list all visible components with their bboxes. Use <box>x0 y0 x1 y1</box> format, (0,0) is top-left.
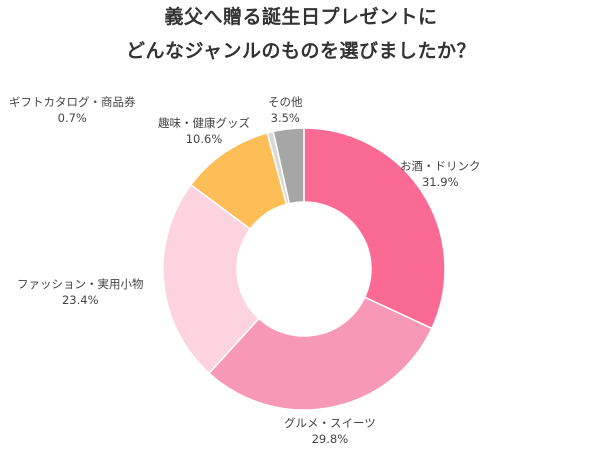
slice-value-drinks: 31.9% <box>421 175 459 189</box>
slice-label-other: その他 3.5% <box>268 94 303 126</box>
slice-fashion <box>162 183 260 375</box>
slice-category-gourmet: グルメ・スイーツ <box>284 416 376 430</box>
slice-gourmet <box>207 296 433 411</box>
slice-category-hobby: 趣味・健康グッズ <box>158 116 250 130</box>
slice-label-giftcatalog: ギフトカタログ・商品券 0.7% <box>9 94 136 126</box>
slice-label-fashion: ファッション・実用小物 23.4% <box>17 276 144 308</box>
slice-value-fashion: 23.4% <box>61 293 99 307</box>
slice-label-gourmet: グルメ・スイーツ 29.8% <box>284 415 376 447</box>
slice-other <box>272 127 305 205</box>
slice-category-fashion: ファッション・実用小物 <box>17 277 144 291</box>
slice-value-hobby: 10.6% <box>185 132 223 146</box>
slice-category-drinks: お酒・ドリンク <box>400 159 481 173</box>
slice-drinks <box>303 127 446 330</box>
chart-title-line1: 義父へ贈る誕生日プレゼントに <box>164 6 438 28</box>
slice-label-drinks: お酒・ドリンク 31.9% <box>400 158 481 190</box>
slice-value-other: 3.5% <box>270 111 300 125</box>
slice-value-gourmet: 29.8% <box>311 432 349 446</box>
slice-category-giftcatalog: ギフトカタログ・商品券 <box>9 95 136 109</box>
slice-label-hobby: 趣味・健康グッズ 10.6% <box>158 115 250 147</box>
chart-title-line2: どんなジャンルのものを選びましたか？ <box>125 40 477 62</box>
slice-value-giftcatalog: 0.7% <box>57 111 87 125</box>
slice-category-other: その他 <box>268 95 303 109</box>
